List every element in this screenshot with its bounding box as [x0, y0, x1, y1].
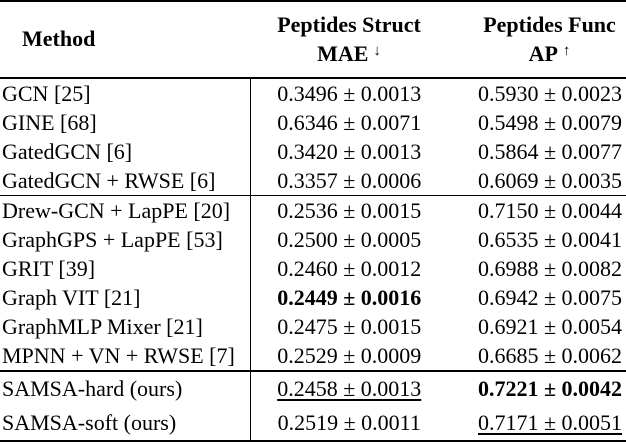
- table-row: SAMSA-soft (ours) 0.2519 ± 0.0011 0.7171 ±…: [0, 406, 626, 441]
- ap-value: 0.7221 ± 0.0042: [477, 376, 623, 401]
- method-cell: SAMSA-hard (ours): [2, 376, 183, 401]
- ap-value-cell: 0.5498 ± 0.0079: [448, 108, 626, 137]
- ap-metric-label: AP ↑: [474, 38, 625, 67]
- row-group-2: Drew-GCN + LapPE [20] 0.2536 ± 0.0015 0.71…: [0, 195, 626, 371]
- method-cell: GatedGCN + RWSE [6]: [2, 168, 216, 193]
- header-row: Method Peptides Struct MAE ↓ Peptides Fun…: [0, 1, 626, 78]
- mae-value-cell: 0.3496 ± 0.0013: [249, 78, 448, 108]
- peptides-struct-column-header: Peptides Struct MAE ↓: [250, 1, 448, 78]
- mae-value-cell: 0.6346 ± 0.0071: [249, 108, 448, 137]
- method-cell: MPNN + VN + RWSE [7]: [2, 343, 235, 368]
- ap-value-cell: 0.6988 ± 0.0082: [448, 254, 626, 283]
- method-cell: GRIT [39]: [2, 256, 96, 281]
- mae-value: 0.2458 ± 0.0013: [277, 376, 422, 401]
- method-cell: GCN [25]: [2, 81, 91, 106]
- table-row: SAMSA-hard (ours) 0.2458 ± 0.0013 0.7221 ±…: [0, 371, 626, 406]
- ap-value: 0.6921 ± 0.0054: [477, 314, 623, 339]
- method-cell: SAMSA-soft (ours): [2, 410, 177, 435]
- mae-value: 0.2529 ± 0.0009: [277, 343, 422, 368]
- mae-value: 0.2519 ± 0.0011: [277, 410, 421, 435]
- method-cell: Drew-GCN + LapPE [20]: [2, 198, 231, 223]
- mae-metric-label: MAE ↓: [251, 38, 447, 67]
- ap-value: 0.5864 ± 0.0077: [477, 139, 623, 164]
- mae-value-cell: 0.2529 ± 0.0009: [249, 341, 448, 371]
- table-row: Drew-GCN + LapPE [20] 0.2536 ± 0.0015 0.71…: [0, 195, 626, 226]
- peptides-func-column-header: Peptides Func AP ↑: [448, 1, 626, 78]
- table-row: Graph VIT [21] 0.2449 ± 0.0016 0.6942 ± 0.…: [0, 283, 626, 312]
- table-row: GatedGCN [6] 0.3420 ± 0.0013 0.5864 ± 0.00…: [0, 137, 626, 166]
- mae-value: 0.3496 ± 0.0013: [277, 81, 422, 106]
- ap-value-cell: 0.5864 ± 0.0077: [448, 137, 626, 166]
- ap-value-cell: 0.6535 ± 0.0041: [448, 225, 626, 254]
- table-row: GatedGCN + RWSE [6] 0.3357 ± 0.0006 0.6069…: [0, 166, 626, 196]
- table-row: GCN [25] 0.3496 ± 0.0013 0.5930 ± 0.0023: [0, 78, 626, 108]
- ap-value: 0.7171 ± 0.0051: [477, 410, 623, 435]
- ap-value-cell: 0.7150 ± 0.0044: [448, 196, 626, 226]
- table-header: Method Peptides Struct MAE ↓ Peptides Fun…: [0, 1, 626, 78]
- ap-value-cell: 0.5930 ± 0.0023: [448, 78, 626, 108]
- ap-value: 0.5930 ± 0.0023: [477, 81, 623, 106]
- mae-value: 0.2536 ± 0.0015: [277, 198, 422, 223]
- ap-value: 0.7150 ± 0.0044: [477, 198, 623, 223]
- mae-value: 0.2500 ± 0.0005: [277, 227, 422, 252]
- table-row: MPNN + VN + RWSE [7] 0.2529 ± 0.0009 0.668…: [0, 341, 626, 371]
- method-column-header: Method: [22, 26, 96, 51]
- peptides-func-label: Peptides Func: [483, 12, 616, 37]
- ap-value-cell: 0.6685 ± 0.0062: [448, 341, 626, 371]
- mae-value-cell: 0.2500 ± 0.0005: [249, 225, 448, 254]
- ap-value: 0.5498 ± 0.0079: [477, 110, 623, 135]
- method-cell: Graph VIT [21]: [2, 285, 141, 310]
- mae-value: 0.6346 ± 0.0071: [277, 110, 422, 135]
- mae-value-cell: 0.2449 ± 0.0016: [249, 283, 448, 312]
- ap-value: 0.6942 ± 0.0075: [477, 285, 623, 310]
- ap-value: 0.6069 ± 0.0035: [477, 168, 623, 193]
- mae-value: 0.3357 ± 0.0006: [277, 168, 422, 193]
- table-row: GINE [68] 0.6346 ± 0.0071 0.5498 ± 0.0079: [0, 108, 626, 137]
- mae-value-cell: 0.3420 ± 0.0013: [249, 137, 448, 166]
- ap-value-cell: 0.7221 ± 0.0042: [448, 371, 626, 406]
- mae-value: 0.2475 ± 0.0015: [277, 314, 422, 339]
- row-group-3: SAMSA-hard (ours) 0.2458 ± 0.0013 0.7221 ±…: [0, 371, 626, 441]
- mae-value-cell: 0.2475 ± 0.0015: [249, 312, 448, 341]
- ap-value: 0.6988 ± 0.0082: [477, 256, 623, 281]
- down-arrow-icon: ↓: [373, 43, 381, 59]
- mae-value: 0.3420 ± 0.0013: [277, 139, 422, 164]
- mae-value-cell: 0.2458 ± 0.0013: [249, 371, 448, 406]
- method-cell: GINE [68]: [2, 110, 97, 135]
- method-cell: GraphGPS + LapPE [53]: [2, 227, 223, 252]
- method-cell: GatedGCN [6]: [2, 139, 133, 164]
- mae-value-cell: 0.3357 ± 0.0006: [249, 166, 448, 196]
- table-row: GRIT [39] 0.2460 ± 0.0012 0.6988 ± 0.0082: [0, 254, 626, 283]
- mae-value: 0.2449 ± 0.0016: [277, 285, 422, 310]
- method-cell: GraphMLP Mixer [21]: [2, 314, 203, 339]
- ap-label: AP: [528, 41, 558, 66]
- row-group-1: GCN [25] 0.3496 ± 0.0013 0.5930 ± 0.0023 GI…: [0, 78, 626, 196]
- peptides-struct-label: Peptides Struct: [277, 12, 421, 37]
- up-arrow-icon: ↑: [562, 43, 571, 59]
- mae-label: MAE: [317, 41, 369, 66]
- ap-value-cell: 0.6921 ± 0.0054: [448, 312, 626, 341]
- ap-value-cell: 0.6942 ± 0.0075: [448, 283, 626, 312]
- mae-value-cell: 0.2460 ± 0.0012: [249, 254, 448, 283]
- ap-value-cell: 0.6069 ± 0.0035: [448, 166, 626, 196]
- mae-value-cell: 0.2519 ± 0.0011: [249, 406, 448, 441]
- table-row: GraphGPS + LapPE [53] 0.2500 ± 0.0005 0.65…: [0, 225, 626, 254]
- ap-value-cell: 0.7171 ± 0.0051: [448, 406, 626, 441]
- ap-value: 0.6535 ± 0.0041: [477, 227, 623, 252]
- table-row: GraphMLP Mixer [21] 0.2475 ± 0.0015 0.6921…: [0, 312, 626, 341]
- mae-value-cell: 0.2536 ± 0.0015: [249, 195, 448, 225]
- ap-value: 0.6685 ± 0.0062: [477, 343, 623, 368]
- mae-value: 0.2460 ± 0.0012: [277, 256, 422, 281]
